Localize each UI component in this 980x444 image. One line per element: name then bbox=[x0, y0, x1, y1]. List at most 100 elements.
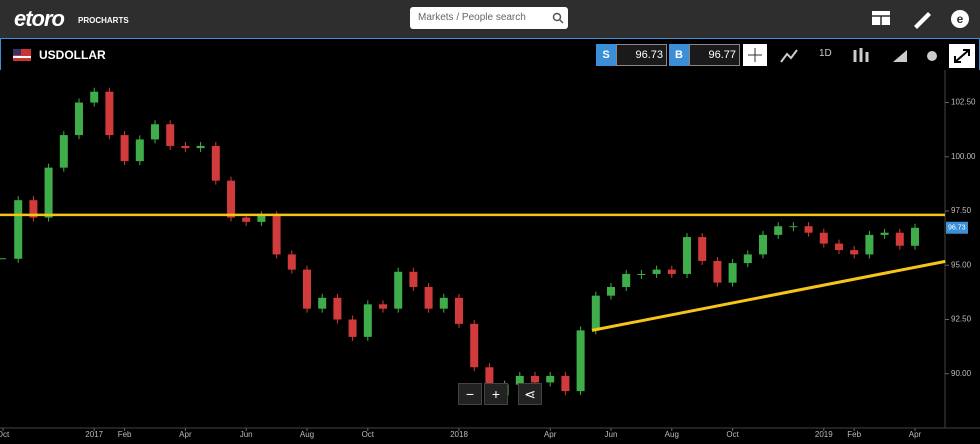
zoom-in[interactable]: + bbox=[484, 383, 508, 405]
candle bbox=[394, 271, 403, 309]
candle bbox=[531, 375, 539, 383]
candle bbox=[333, 297, 342, 320]
x-tick-label: Aug bbox=[665, 430, 679, 439]
candle bbox=[181, 145, 190, 149]
candle bbox=[485, 367, 494, 396]
y-tick-label: 92.50 bbox=[951, 315, 972, 324]
candle bbox=[196, 145, 205, 149]
candle bbox=[561, 375, 570, 392]
price-chart: 90.00 92.50 95.00 97.50 100.00 102.50 Oct 2017 F… bbox=[0, 70, 980, 444]
y-tick-label: 95.00 bbox=[951, 260, 972, 269]
candle bbox=[44, 167, 53, 218]
zoom-out[interactable]: − bbox=[458, 383, 482, 405]
candle bbox=[257, 215, 266, 222]
sell-label: S bbox=[596, 44, 616, 66]
candle bbox=[850, 250, 859, 255]
interval[interactable]: 1D bbox=[819, 48, 832, 59]
buy-price[interactable]: B 96.77 bbox=[669, 44, 809, 66]
y-tick-label: 100.00 bbox=[951, 152, 976, 161]
candle bbox=[576, 330, 585, 392]
candle bbox=[743, 254, 752, 264]
y-tick-label: 97.50 bbox=[951, 206, 972, 215]
y-tick-label: 90.00 bbox=[951, 369, 972, 378]
x-tick-label: Feb bbox=[847, 430, 861, 439]
buy-value: 96.77 bbox=[689, 44, 740, 66]
candle bbox=[409, 271, 418, 287]
candle bbox=[637, 273, 646, 275]
top-icons[interactable]: e bbox=[872, 10, 972, 30]
x-tick-label: 2018 bbox=[450, 430, 468, 439]
candle bbox=[455, 297, 463, 324]
candle bbox=[728, 263, 737, 283]
candle bbox=[151, 124, 159, 140]
candle bbox=[607, 286, 615, 296]
candle bbox=[835, 243, 843, 251]
candle bbox=[120, 135, 129, 162]
svg-text:e: e bbox=[957, 12, 964, 26]
candle bbox=[379, 304, 387, 309]
x-tick-label: Apr bbox=[179, 430, 192, 439]
search-icon bbox=[552, 12, 564, 24]
symbol: USDOLLAR bbox=[39, 48, 106, 62]
candle bbox=[363, 304, 372, 337]
x-tick-label: Jun bbox=[605, 430, 618, 439]
flag-icon bbox=[13, 49, 31, 61]
x-tick-label: Apr bbox=[544, 430, 557, 439]
candle bbox=[272, 215, 281, 255]
candle bbox=[348, 319, 357, 337]
sell-price[interactable]: S 96.73 bbox=[596, 44, 736, 66]
candle bbox=[591, 295, 600, 331]
candle bbox=[75, 102, 83, 136]
candle bbox=[242, 217, 251, 222]
y-tick-label: 102.50 bbox=[951, 98, 976, 107]
candle bbox=[227, 180, 235, 218]
logo-subtitle: PROCHARTS bbox=[78, 16, 129, 25]
candle bbox=[652, 269, 661, 274]
last-price-box bbox=[946, 221, 968, 234]
candle bbox=[90, 91, 99, 103]
candle bbox=[819, 232, 828, 244]
candle bbox=[895, 232, 904, 246]
x-tick-label: Oct bbox=[362, 430, 375, 439]
logo[interactable]: etoro bbox=[14, 6, 65, 31]
x-tick-label: 2017 bbox=[85, 430, 103, 439]
candle bbox=[774, 226, 783, 235]
x-tick-label: Apr bbox=[909, 430, 922, 439]
x-tick-label: Aug bbox=[300, 430, 314, 439]
candle bbox=[789, 226, 798, 228]
candles bbox=[0, 87, 919, 400]
candle bbox=[211, 145, 220, 181]
candle bbox=[439, 297, 448, 309]
candle bbox=[804, 226, 813, 233]
x-tick-label: Oct bbox=[0, 430, 10, 439]
candle bbox=[424, 286, 433, 309]
search-box[interactable]: Markets / People search bbox=[410, 7, 568, 29]
candle bbox=[713, 260, 722, 283]
x-tick-label: 2019 bbox=[815, 430, 833, 439]
candle bbox=[470, 323, 479, 368]
candle bbox=[515, 375, 524, 385]
candle bbox=[911, 227, 919, 246]
candle bbox=[135, 139, 144, 162]
candle bbox=[303, 269, 311, 309]
candle bbox=[318, 297, 327, 309]
candle bbox=[29, 200, 38, 218]
candle bbox=[14, 200, 23, 259]
trend-line bbox=[591, 259, 946, 332]
candle bbox=[59, 135, 68, 168]
candle bbox=[759, 234, 767, 255]
tool-icons[interactable] bbox=[743, 44, 978, 68]
top-bar: etoro PROCHARTS Markets / People search … bbox=[0, 0, 980, 38]
candle bbox=[166, 124, 175, 146]
x-tick-label: Feb bbox=[118, 430, 132, 439]
candle bbox=[287, 254, 296, 270]
chart-toolbar: USDOLLAR S 96.73 B 96.77 1D bbox=[0, 38, 980, 71]
share[interactable]: ⋖ bbox=[518, 383, 542, 405]
candle bbox=[105, 91, 114, 136]
candle bbox=[698, 237, 707, 261]
x-tick-label: Jun bbox=[240, 430, 253, 439]
candle bbox=[683, 237, 691, 274]
candle bbox=[667, 269, 676, 274]
candle bbox=[546, 375, 555, 383]
